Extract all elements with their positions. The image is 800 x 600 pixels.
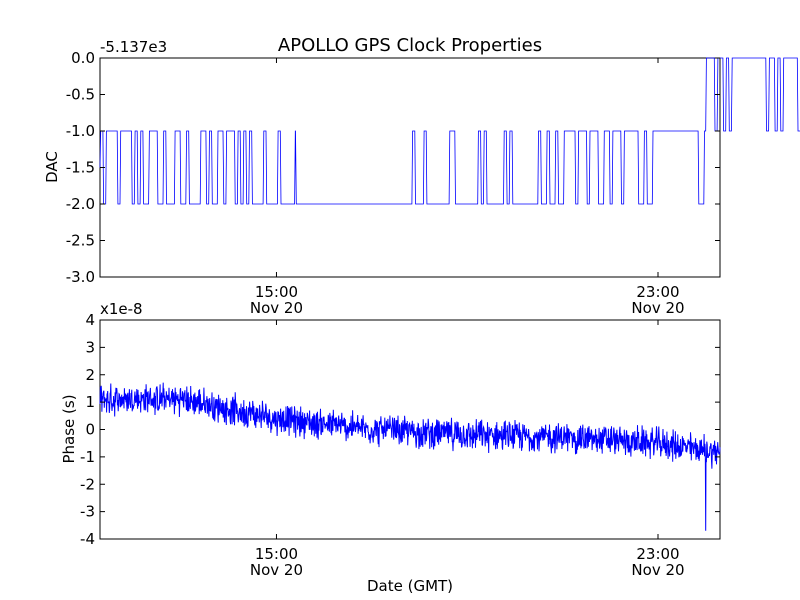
dac-y-tick-label: -0.5 xyxy=(66,86,95,104)
dac-y-axis-label: DAC xyxy=(43,151,61,183)
dac-y-tick-label: -1.0 xyxy=(66,122,95,140)
dac-series-line xyxy=(99,57,800,205)
dac-series xyxy=(99,57,800,205)
phase-x-tick-label-date: Nov 20 xyxy=(631,561,684,579)
dac-x-tick-label-date: Nov 20 xyxy=(631,299,684,317)
phase-y-tick-label: 1 xyxy=(85,393,95,411)
dac-x-tick-label-date: Nov 20 xyxy=(250,299,303,317)
phase-x-tick-label-date: Nov 20 xyxy=(250,561,303,579)
dac-y-tick-label: -1.5 xyxy=(66,159,95,177)
phase-x-tick-label-time: 15:00 xyxy=(255,545,298,563)
dac-y-tick-label: -3.0 xyxy=(66,268,95,286)
phase-y-tick-label: -4 xyxy=(80,530,95,548)
phase-x-axis-label: Date (GMT) xyxy=(367,577,453,595)
dac-y-tick-label: -2.5 xyxy=(66,232,95,250)
phase-y-tick-label: 0 xyxy=(85,421,95,439)
phase-y-tick-label: -2 xyxy=(80,475,95,493)
phase-y-ticks: 4 3 2 1 0 -1 -2 -3 -4 xyxy=(80,311,720,548)
phase-series-line xyxy=(99,382,721,531)
phase-y-tick-label: -1 xyxy=(80,448,95,466)
phase-y-tick-label: 4 xyxy=(85,311,95,329)
dac-y-tick-label: -2.0 xyxy=(66,195,95,213)
phase-x-tick-label-time: 23:00 xyxy=(636,545,679,563)
phase-y-tick-label: 2 xyxy=(85,366,95,384)
figure-title: APOLLO GPS Clock Properties xyxy=(278,35,542,56)
phase-offset-text: x1e-8 xyxy=(100,300,143,318)
phase-y-tick-label: -3 xyxy=(80,503,95,521)
dac-y-ticks: 0.0 -0.5 -1.0 -1.5 -2.0 -2.5 -3.0 xyxy=(66,49,720,286)
phase-series xyxy=(99,382,721,531)
phase-y-axis-label: Phase (s) xyxy=(60,394,78,463)
dac-plot-area xyxy=(99,57,721,278)
dac-x-tick-label-time: 23:00 xyxy=(636,283,679,301)
phase-y-tick-label: 3 xyxy=(85,338,95,356)
dac-y-tick-label: 0.0 xyxy=(71,49,95,67)
dac-x-tick-label-time: 15:00 xyxy=(255,283,298,301)
dac-offset-text: -5.137e3 xyxy=(100,38,167,56)
